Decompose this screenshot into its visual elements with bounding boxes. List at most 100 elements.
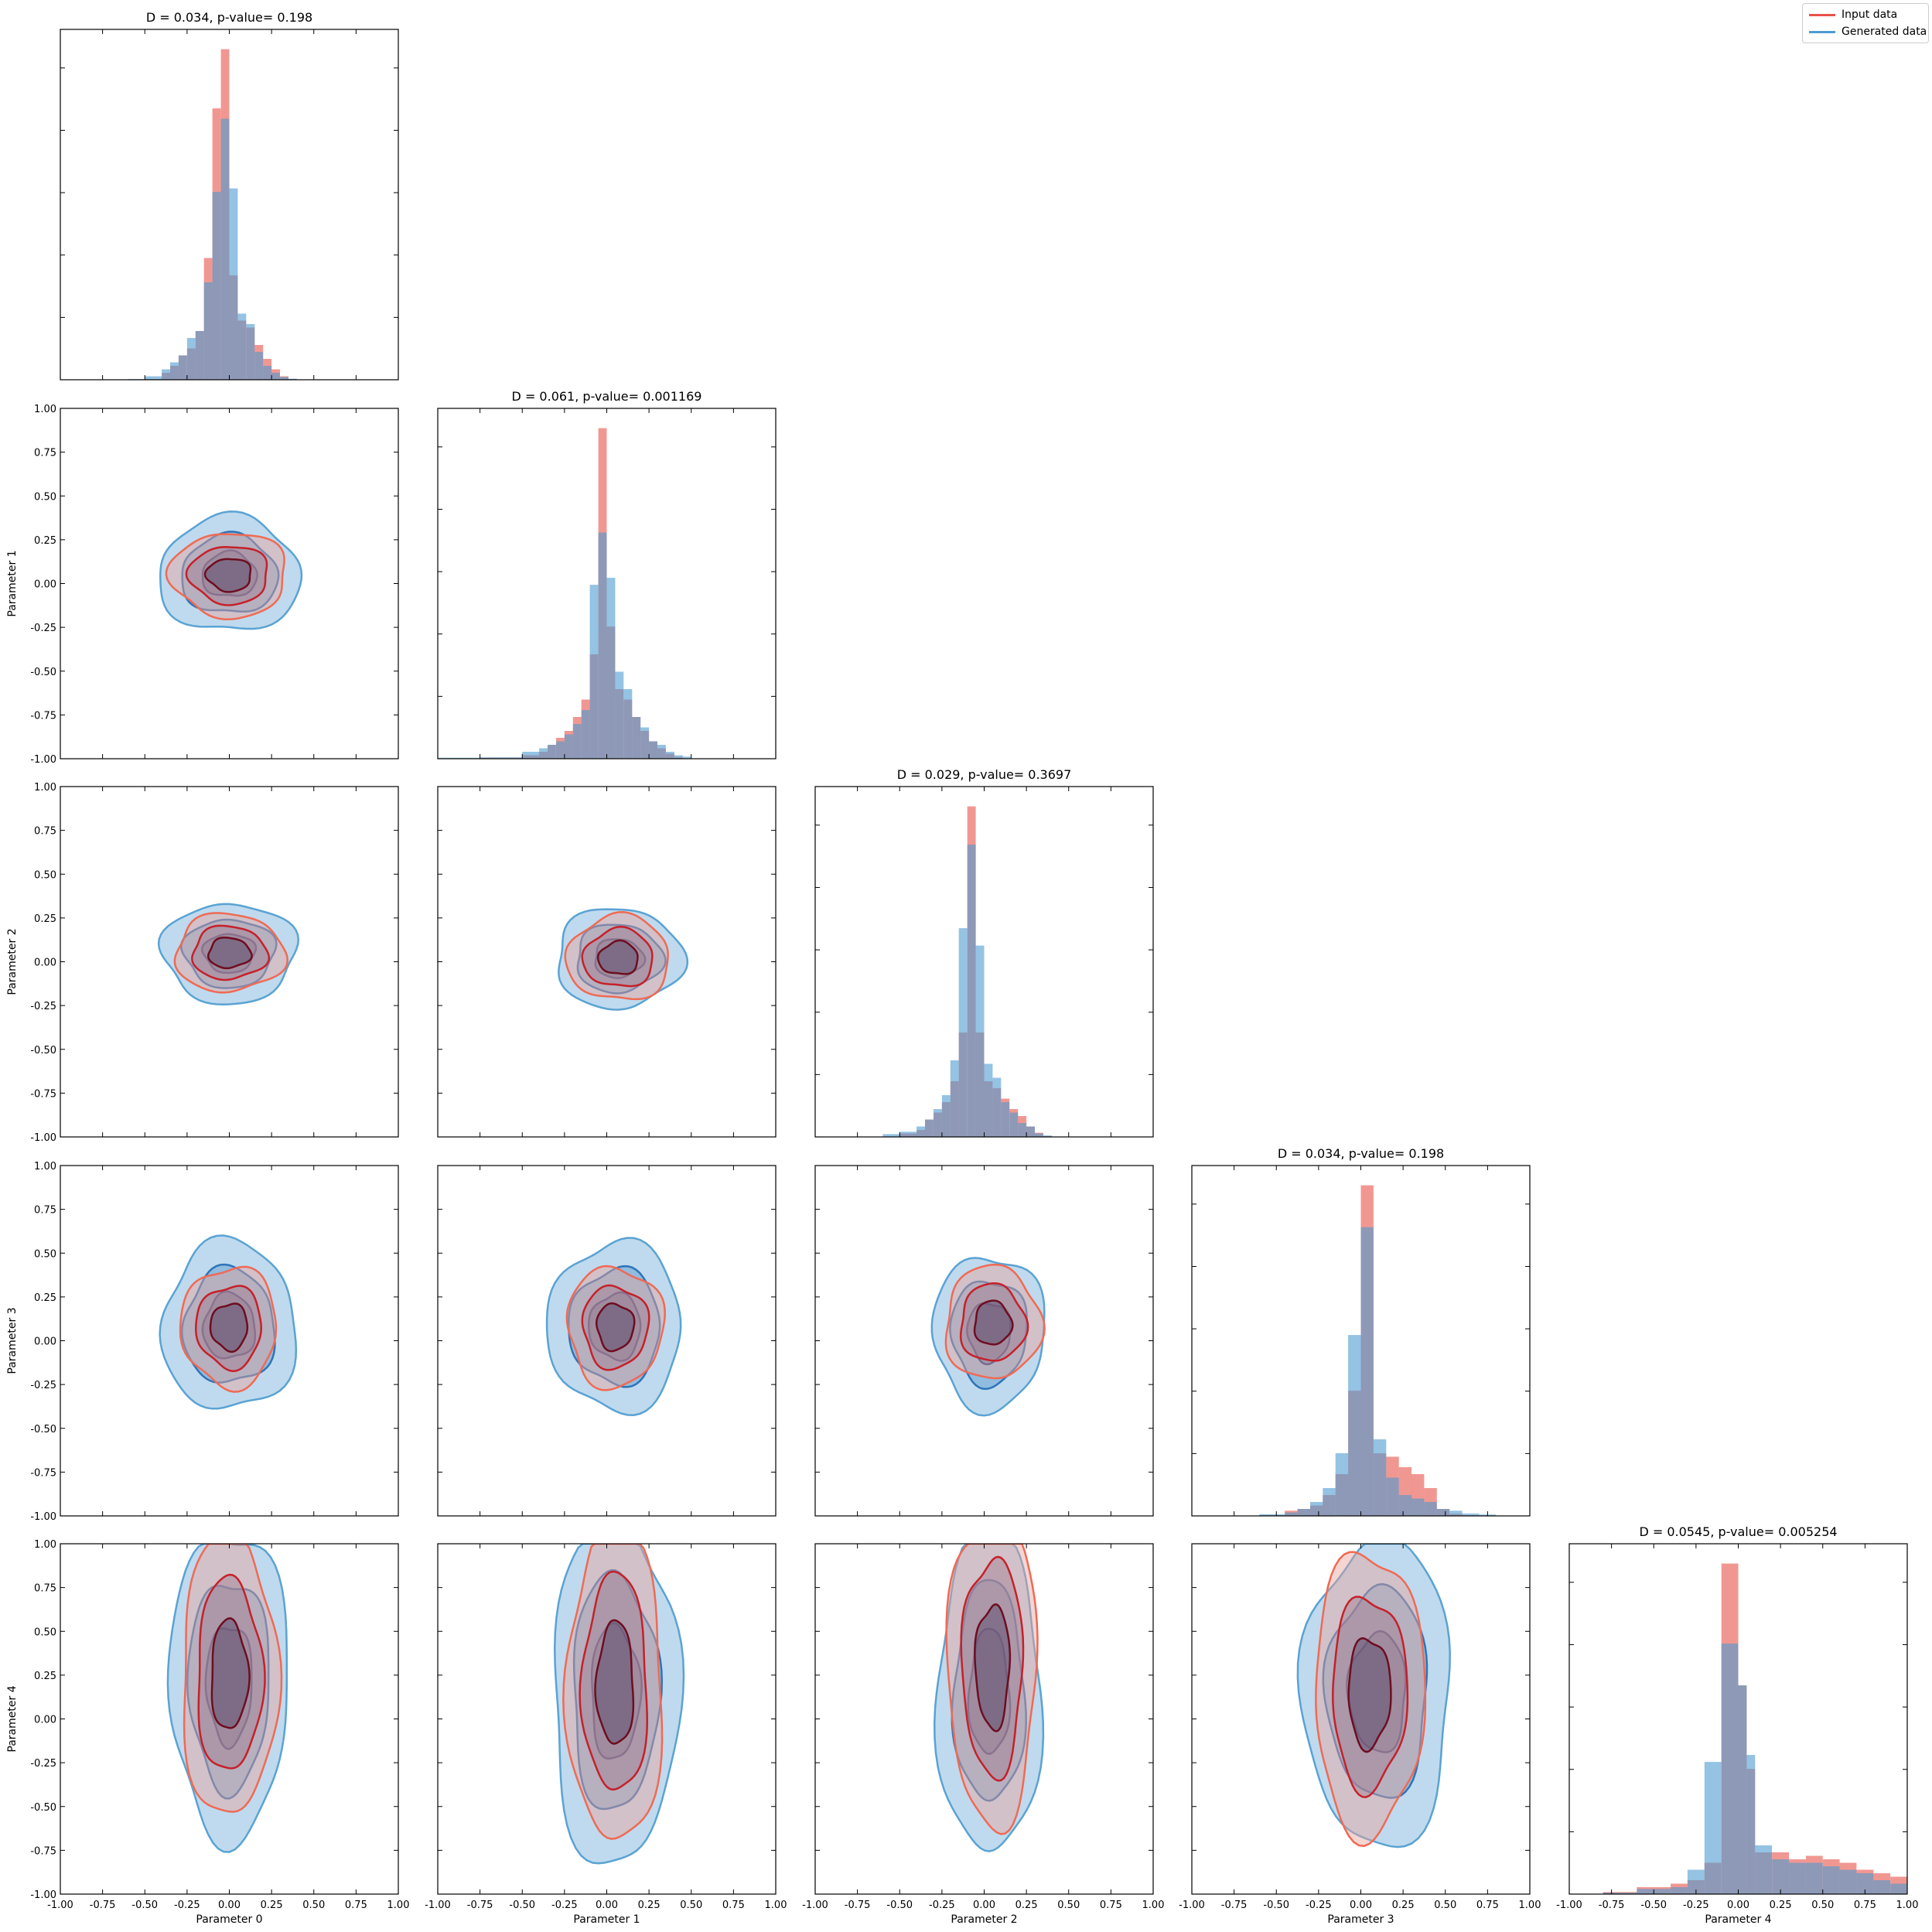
panel-plot-area [1259, 1185, 1497, 1516]
ytick-label: 0.00 [34, 957, 56, 969]
xtick-label: 0.75 [1476, 1900, 1499, 1911]
hist-bar-generated-9 [220, 118, 230, 380]
xtick-label: 0.75 [1100, 1900, 1122, 1911]
contour-input-1 [581, 926, 654, 988]
xtick-label: 0.25 [638, 1900, 660, 1911]
ytick-label: 0.50 [34, 491, 56, 503]
hist-bar-generated-3 [1310, 1502, 1323, 1516]
panel-r4-c1: -1.00 -0.75 -0.50 -0.25 0.00 0.25 0.50 0.75 1.00… [425, 1543, 787, 1926]
ytick-label: -0.75 [30, 1845, 56, 1857]
hist-bar-generated-10 [598, 532, 607, 759]
xtick-label: -0.25 [929, 1900, 955, 1911]
hist-bar-generated-16 [649, 741, 657, 759]
xtick-label: -0.75 [1599, 1900, 1625, 1911]
xtick-label: -0.75 [845, 1900, 871, 1911]
xtick-label: 0.75 [722, 1900, 745, 1911]
panel-plot-area [438, 428, 691, 759]
hist-bar-generated-10 [1772, 1859, 1790, 1894]
hist-bar-generated-6 [1348, 1335, 1361, 1516]
panel-r0-c0: D = 0.034, p-value= 0.198 [60, 10, 399, 381]
hist-bar-generated-5 [1335, 1453, 1349, 1516]
hist-bar-generated-9 [589, 585, 599, 759]
panel-r2-c0: -1.00 -0.75 -0.50 -0.25 0.00 0.25 0.50 0.75 1.00… [6, 782, 399, 1144]
xtick-label: -0.25 [1683, 1900, 1709, 1911]
ylabel: Parameter 2 [6, 928, 19, 995]
xtick-label: -0.25 [1306, 1900, 1332, 1911]
xtick-label: 0.00 [973, 1900, 995, 1911]
hist-bar-generated-8 [212, 192, 221, 380]
ytick-label: -0.25 [30, 1758, 56, 1770]
legend-swatch-generated [1809, 30, 1835, 33]
hist-bar-generated-17 [288, 378, 297, 380]
hist-bar-generated-16 [1035, 1133, 1043, 1137]
hist-bar-generated-18 [666, 752, 674, 759]
xtick-label: -1.00 [802, 1900, 828, 1911]
xtick-label: -0.75 [1221, 1900, 1248, 1911]
hist-bar-generated-10 [1398, 1495, 1412, 1516]
panel-plot-area [545, 1237, 682, 1416]
panel-title: D = 0.061, p-value= 0.001169 [512, 389, 702, 404]
hist-bar-generated-6 [950, 1060, 959, 1137]
panel-title: D = 0.029, p-value= 0.3697 [897, 767, 1072, 782]
hist-bar-generated-17 [657, 745, 666, 759]
hist-bar-generated-19 [674, 755, 683, 759]
contour-input-2 [210, 1617, 251, 1729]
ytick-label: -1.00 [30, 1511, 56, 1523]
hist-bar-generated-13 [254, 352, 264, 380]
xtick-label: 0.50 [1057, 1900, 1080, 1911]
panel-title: D = 0.034, p-value= 0.198 [146, 10, 312, 25]
hist-bar-generated-13 [1822, 1866, 1840, 1894]
hist-bar-generated-11 [606, 578, 616, 759]
hist-bar-generated-4 [1687, 1869, 1705, 1894]
legend-item-input: Input data [1809, 7, 1897, 22]
panel-r3-c0: -1.00 -0.75 -0.50 -0.25 0.00 0.25 0.50 0.75 1.00… [6, 1161, 399, 1523]
ytick-label: 0.00 [34, 1715, 56, 1726]
panel-r4-c4: D = 0.0545, p-value= 0.005254 -1.00 -0.75 -… [1556, 1524, 1918, 1926]
panel-plot-area [1296, 1544, 1451, 1848]
panel-plot-area [159, 1234, 298, 1410]
hist-bar-generated-20 [682, 756, 691, 759]
xtick-label: -0.50 [131, 1900, 158, 1911]
xtick-label: 0.25 [261, 1900, 283, 1911]
ytick-label: 0.75 [34, 1583, 56, 1595]
hist-bar-generated-7 [958, 928, 968, 1137]
hist-bar-generated-0 [438, 757, 480, 759]
contour-input-1 [579, 1570, 649, 1791]
hist-bar-generated-17 [1043, 1135, 1052, 1137]
hist-bar-generated-0 [882, 1134, 900, 1137]
hist-bar-generated-4 [934, 1109, 942, 1137]
xtick-label: 0.25 [1770, 1900, 1792, 1911]
xtick-label: 0.00 [218, 1900, 241, 1911]
panel-plot-area [166, 1544, 288, 1853]
contour-input-1 [197, 1573, 266, 1770]
hist-bar-generated-1 [145, 376, 162, 380]
contour-input-2 [1347, 1637, 1392, 1753]
xtick-label: -1.00 [1179, 1900, 1205, 1911]
panel-plot-area [930, 1257, 1046, 1417]
ytick-label: -0.50 [30, 1802, 56, 1814]
ytick-label: -0.75 [30, 1088, 56, 1100]
ytick-label: 0.25 [34, 1292, 56, 1304]
panel-title: D = 0.0545, p-value= 0.005254 [1639, 1524, 1837, 1539]
hist-bar-generated-2 [1297, 1509, 1310, 1516]
legend-label-generated: Generated data [1842, 26, 1927, 38]
xtick-label: -0.25 [551, 1900, 578, 1911]
hist-bar-generated-7 [203, 282, 213, 380]
panel-r4-c2: -1.00 -0.75 -0.50 -0.25 0.00 0.25 0.50 0.75 1.00… [802, 1543, 1165, 1926]
panel-plot-area [128, 49, 331, 380]
contour-input-2 [594, 1619, 635, 1745]
panel-r4-c0: -1.00 -0.75 -0.50 -0.25 0.00 0.25 0.50 0.75 1.00… [6, 1539, 409, 1926]
hist-bar-generated-8 [1373, 1439, 1387, 1516]
hist-bar-generated-8 [967, 845, 976, 1137]
panel-r1-c0: -1.00 -0.75 -0.50 -0.25 0.00 0.25 0.50 0.75 1.00… [6, 404, 399, 766]
hist-bar-generated-17 [1890, 1883, 1907, 1894]
hist-bar-generated-9 [1386, 1477, 1399, 1516]
xtick-label: -1.00 [47, 1900, 73, 1911]
xtick-label: 1.00 [1142, 1900, 1165, 1911]
panel-title: D = 0.034, p-value= 0.198 [1278, 1146, 1444, 1161]
ylabel: Parameter 3 [6, 1307, 19, 1374]
contour-generated-2 [967, 1627, 1012, 1755]
panel-r2-c1 [437, 786, 777, 1138]
contour-input-0 [183, 1544, 283, 1813]
panel-plot-area [159, 510, 303, 630]
